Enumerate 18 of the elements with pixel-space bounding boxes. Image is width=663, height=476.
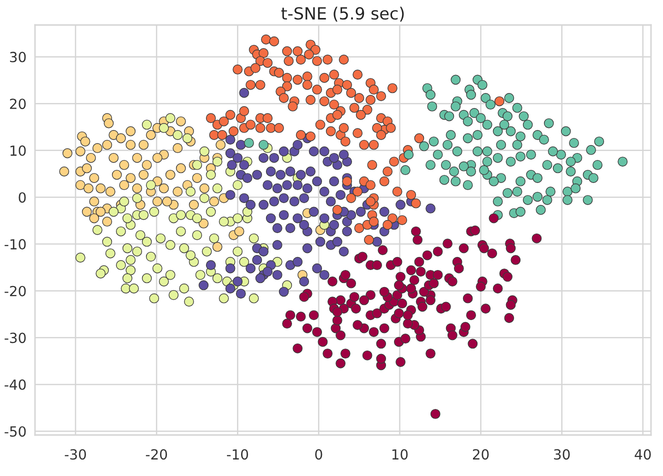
y-tick-label: 30 bbox=[10, 52, 26, 62]
y-tick-label: -40 bbox=[4, 379, 26, 390]
y-tick-label: -10 bbox=[4, 239, 26, 250]
y-tick-label: -20 bbox=[4, 286, 26, 296]
y-tick-label: 20 bbox=[10, 98, 26, 110]
x-tick-label: 30 bbox=[554, 449, 570, 460]
y-tick-label: -30 bbox=[4, 332, 26, 344]
x-tick-label: 40 bbox=[634, 449, 651, 460]
x-tick-label: 0 bbox=[315, 449, 322, 460]
chart-title: t-SNE (5.9 sec) bbox=[281, 6, 404, 22]
y-tick-label: 0 bbox=[18, 192, 26, 203]
x-tick-label: -20 bbox=[146, 449, 167, 460]
x-tick-label: 20 bbox=[472, 449, 489, 460]
y-tick-label: 10 bbox=[10, 145, 26, 156]
x-tick-label: -30 bbox=[64, 449, 86, 460]
x-tick-label: 10 bbox=[392, 449, 408, 460]
x-tick-label: -10 bbox=[226, 449, 248, 460]
y-tick-label: -50 bbox=[4, 426, 26, 437]
